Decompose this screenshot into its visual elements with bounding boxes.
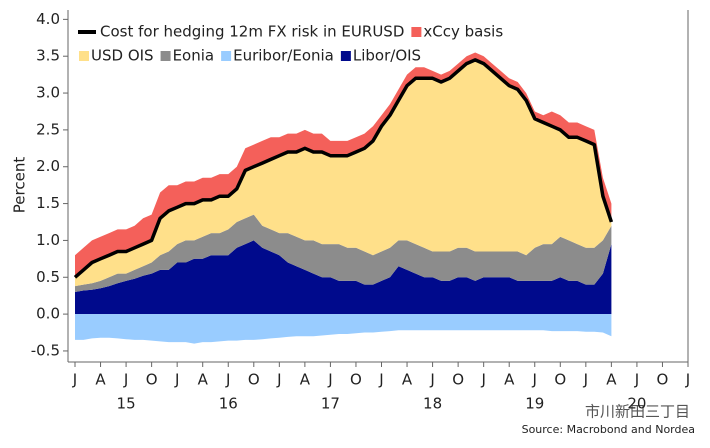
x-tick-label: O bbox=[248, 371, 260, 389]
y-axis-label: Percent bbox=[11, 157, 29, 214]
watermark: 市川新田三丁目 bbox=[585, 403, 690, 421]
y-tick-label: 2.0 bbox=[36, 157, 60, 175]
year-label: 20 bbox=[627, 395, 646, 413]
x-tick-label: A bbox=[198, 371, 209, 389]
y-tick-label: 0.0 bbox=[36, 305, 60, 323]
y-tick-label: 3.0 bbox=[36, 84, 60, 102]
x-tick-label: O bbox=[146, 371, 158, 389]
area bbox=[75, 214, 612, 292]
year-label: 19 bbox=[525, 395, 544, 413]
legend-label: Cost for hedging 12m FX risk in EURUSD bbox=[100, 23, 404, 41]
legend-label: Eonia bbox=[173, 47, 215, 65]
legend-key bbox=[411, 27, 422, 37]
area bbox=[75, 240, 612, 315]
legend-key bbox=[79, 51, 89, 61]
x-tick-label: J bbox=[480, 371, 485, 389]
legend-key bbox=[160, 51, 171, 61]
legend-label: Euribor/Eonia bbox=[233, 47, 334, 65]
x-tick-label: J bbox=[685, 371, 690, 389]
year-label: 18 bbox=[423, 395, 442, 413]
x-tick-label: O bbox=[657, 371, 669, 389]
year-label: 15 bbox=[117, 395, 136, 413]
legend-key bbox=[221, 51, 232, 61]
x-tick-label: J bbox=[532, 371, 537, 389]
y-tick-label: 1.5 bbox=[36, 194, 60, 212]
x-tick-label: J bbox=[327, 371, 332, 389]
legend-label: Libor/OIS bbox=[353, 47, 421, 65]
x-tick-label: A bbox=[300, 371, 311, 389]
x-tick-label: O bbox=[350, 371, 362, 389]
x-tick-label: A bbox=[95, 371, 106, 389]
x-tick-label: O bbox=[554, 371, 566, 389]
x-tick-label: J bbox=[378, 371, 383, 389]
legend-key bbox=[340, 51, 351, 61]
y-tick-label: 4.0 bbox=[36, 10, 60, 28]
area bbox=[75, 314, 612, 344]
x-tick-label: J bbox=[225, 371, 230, 389]
y-tick-label: 1.0 bbox=[36, 231, 60, 249]
x-tick-label: J bbox=[123, 371, 128, 389]
legend-label: USD OIS bbox=[91, 47, 154, 65]
line bbox=[73, 58, 614, 279]
x-tick-label: A bbox=[402, 371, 413, 389]
legend-label: xCcy basis bbox=[423, 23, 503, 41]
y-tick-label: 3.5 bbox=[36, 47, 60, 65]
x-tick-label: J bbox=[583, 371, 588, 389]
x-tick-label: J bbox=[72, 371, 77, 389]
x-tick-label: J bbox=[276, 371, 281, 389]
year-label: 17 bbox=[321, 395, 340, 413]
x-tick-label: A bbox=[606, 371, 617, 389]
x-tick-label: A bbox=[504, 371, 515, 389]
y-tick-label: 2.5 bbox=[36, 120, 60, 138]
y-tick-label: -0.5 bbox=[31, 341, 60, 359]
source: Source: Macrobond and Nordea bbox=[522, 423, 695, 436]
x-tick-label: J bbox=[429, 371, 434, 389]
y-tick-label: 0.5 bbox=[36, 268, 60, 286]
x-tick-label: O bbox=[452, 371, 464, 389]
year-label: 16 bbox=[219, 395, 238, 413]
x-tick-label: J bbox=[634, 371, 639, 389]
area bbox=[75, 59, 612, 287]
x-tick-label: J bbox=[174, 371, 179, 389]
